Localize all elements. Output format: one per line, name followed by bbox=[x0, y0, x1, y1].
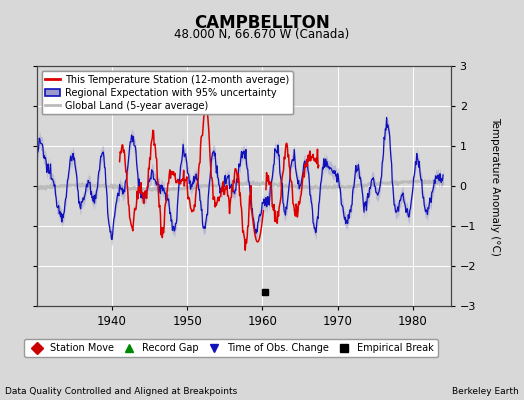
Text: Data Quality Controlled and Aligned at Breakpoints: Data Quality Controlled and Aligned at B… bbox=[5, 387, 237, 396]
Legend: This Temperature Station (12-month average), Regional Expectation with 95% uncer: This Temperature Station (12-month avera… bbox=[41, 71, 293, 114]
Text: Berkeley Earth: Berkeley Earth bbox=[452, 387, 519, 396]
Text: 48.000 N, 66.670 W (Canada): 48.000 N, 66.670 W (Canada) bbox=[174, 28, 350, 41]
Legend: Station Move, Record Gap, Time of Obs. Change, Empirical Break: Station Move, Record Gap, Time of Obs. C… bbox=[24, 339, 438, 357]
Text: CAMPBELLTON: CAMPBELLTON bbox=[194, 14, 330, 32]
Y-axis label: Temperature Anomaly (°C): Temperature Anomaly (°C) bbox=[490, 116, 500, 256]
